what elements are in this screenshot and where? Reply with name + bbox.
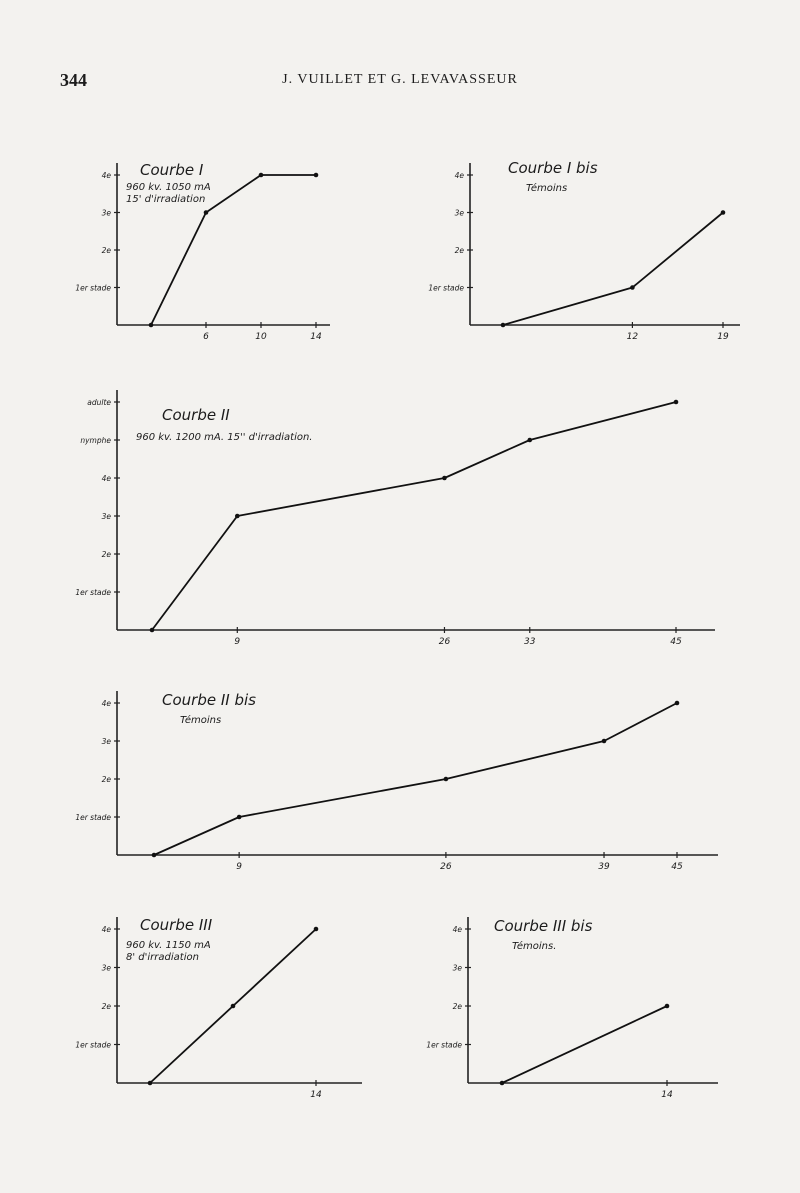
y-tick-label: 4e <box>102 474 112 483</box>
x-tick-label: 26 <box>439 637 451 647</box>
chart-panel: 1er stade 2e 3e 4e 14 Courbe III bis Témoins. <box>426 917 718 1100</box>
x-tick-label: 14 <box>661 1090 673 1100</box>
chart-title: Courbe II bis <box>162 691 256 709</box>
chart-title: Courbe I bis <box>508 159 598 177</box>
page-number: 344 <box>60 70 87 90</box>
x-tick-label: 14 <box>310 332 322 342</box>
x-tick-label: 26 <box>440 862 452 872</box>
x-tick-label: 12 <box>627 332 639 342</box>
x-tick-label: 39 <box>598 862 610 872</box>
data-point <box>720 210 726 215</box>
y-tick-label: 3e <box>102 737 112 746</box>
chart-subtitle: 960 kv. 1200 mA. 15'' d'irradiation. <box>136 432 312 443</box>
y-tick-label: 4e <box>455 171 465 180</box>
y-tick-label: 3e <box>455 209 465 218</box>
chart-title: Courbe II <box>162 406 230 424</box>
y-tick-label: 2e <box>453 1002 463 1011</box>
y-tick-label: 4e <box>102 925 112 934</box>
data-point <box>235 513 240 519</box>
data-point <box>527 437 533 443</box>
chart-subtitle: Témoins <box>180 714 221 726</box>
series-line <box>150 174 316 326</box>
y-tick-label: 2e <box>102 775 112 784</box>
y-tick-label: 4e <box>453 925 463 934</box>
data-point <box>230 1003 236 1009</box>
data-point <box>203 210 209 215</box>
y-tick-label: 1er stade <box>75 1041 111 1050</box>
y-tick-label: 2e <box>102 550 112 559</box>
data-point <box>674 700 680 706</box>
data-point <box>673 399 679 405</box>
series-line <box>502 211 724 326</box>
data-point <box>313 926 319 932</box>
x-tick-label: 19 <box>717 332 729 342</box>
data-point <box>601 738 607 744</box>
data-point <box>149 627 155 633</box>
x-tick-label: 33 <box>524 637 536 647</box>
y-tick-label: 2e <box>102 246 112 255</box>
data-point <box>443 776 449 782</box>
y-tick-label: 3e <box>102 964 112 973</box>
chart-subtitle: 960 kv. 1150 mA <box>126 940 211 951</box>
data-point <box>442 475 447 481</box>
chart-panel: 1er stade 2e 3e 4e 9 26 39 45 Courbe II bis Témoi… <box>75 691 718 872</box>
data-point <box>151 852 157 858</box>
chart-subtitle: Témoins. <box>512 940 556 952</box>
data-point <box>313 172 319 178</box>
chart-subtitle: 8' d'irradiation <box>126 952 199 963</box>
series-line <box>153 702 678 856</box>
data-point <box>147 1080 153 1086</box>
y-tick-label: 2e <box>455 246 465 255</box>
data-point <box>664 1003 670 1009</box>
running-head: J. VUILLET ET G. LEVAVASSEUR <box>282 72 518 87</box>
y-tick-label: 2e <box>102 1002 112 1011</box>
y-tick-label: 1er stade <box>75 284 111 293</box>
data-point <box>258 172 264 178</box>
y-tick-label: adulte <box>87 398 111 407</box>
x-tick-label: 14 <box>310 1090 322 1100</box>
y-tick-label: 1er stade <box>428 284 464 293</box>
y-tick-label: 3e <box>102 209 112 218</box>
x-tick-label: 45 <box>671 862 683 872</box>
series-line <box>501 1005 668 1084</box>
x-tick-label: 9 <box>234 637 240 647</box>
chart-panel: 1er stade 2e 3e 4e 14 Courbe III 960 kv. 1150 … <box>75 916 362 1100</box>
chart-subtitle: 15' d'irradiation <box>126 194 205 205</box>
y-tick-label: 4e <box>102 699 112 708</box>
data-point <box>499 1080 505 1086</box>
x-tick-label: 6 <box>203 332 209 342</box>
x-tick-label: 45 <box>670 637 682 647</box>
y-tick-label: nymphe <box>80 436 111 445</box>
chart-panel: 1er stade 2e 3e 4e 12 19 Courbe I bis Témoins <box>428 159 740 342</box>
chart-title: Courbe I <box>140 161 204 179</box>
y-tick-label: 1er stade <box>75 588 111 597</box>
chart-subtitle: 960 kv. 1050 mA <box>126 182 211 193</box>
chart-panel: 1er stade 2e 3e 4e 6 10 14 Courbe I 960 kv. 1050… <box>75 161 330 342</box>
data-point <box>500 322 506 328</box>
data-point <box>236 814 242 820</box>
data-point <box>148 322 154 328</box>
chart-title: Courbe III bis <box>494 917 593 935</box>
y-tick-label: 1er stade <box>426 1041 462 1050</box>
y-tick-label: 4e <box>102 171 112 180</box>
chart-subtitle: Témoins <box>526 182 567 194</box>
y-tick-label: 1er stade <box>75 813 111 822</box>
y-tick-label: 3e <box>453 964 463 973</box>
y-tick-label: 3e <box>102 512 112 521</box>
x-tick-label: 10 <box>255 332 267 342</box>
chart-panel: 1er stade 2e 3e 4e nymphe adulte 9 26 33 45 Courbe… <box>75 390 715 647</box>
x-tick-label: 9 <box>236 862 242 872</box>
chart-title: Courbe III <box>140 916 213 934</box>
data-point <box>630 285 635 290</box>
